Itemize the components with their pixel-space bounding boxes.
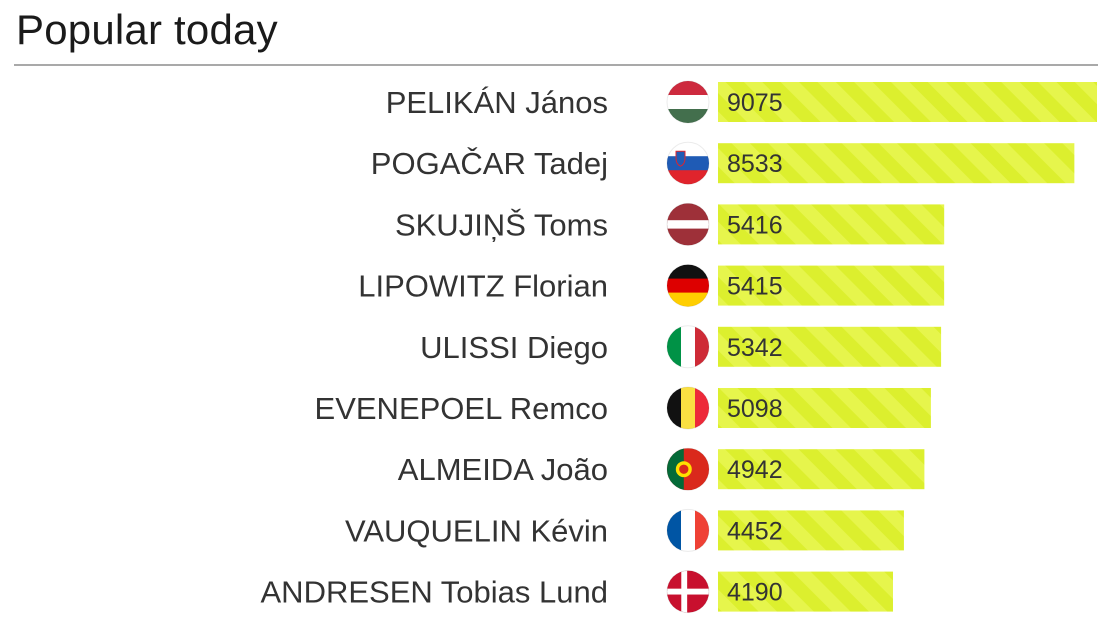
rider-name-label: PELIKÁN János <box>386 85 608 120</box>
portugal-flag-icon <box>666 447 710 491</box>
rider-name-label: EVENEPOEL Remco <box>315 391 608 426</box>
rider-name-label: ULISSI Diego <box>420 330 608 365</box>
bar-row: ANDRESEN Tobias Lund 4190 <box>261 570 893 614</box>
germany-flag-icon <box>666 264 710 308</box>
bar-value-label: 9075 <box>727 89 783 117</box>
slovenia-flag-icon <box>666 141 710 185</box>
belgium-flag-icon <box>666 386 710 430</box>
bar-value-label: 4190 <box>727 579 783 607</box>
rider-name-label: LIPOWITZ Florian <box>358 269 608 304</box>
bar-row: SKUJIŅŠ Toms 5416 <box>395 202 945 246</box>
denmark-flag-icon <box>666 570 710 614</box>
bar <box>718 510 904 551</box>
bar-value-label: 4942 <box>727 456 783 484</box>
bar-value-label: 4452 <box>727 517 783 545</box>
france-flag-icon <box>666 508 710 552</box>
bar <box>718 449 925 490</box>
title-divider <box>14 64 1098 66</box>
italy-flag-icon <box>666 325 710 369</box>
rider-name-label: ANDRESEN Tobias Lund <box>261 575 609 610</box>
rider-name-label: ALMEIDA João <box>398 452 608 487</box>
latvia-flag-icon <box>666 202 710 246</box>
bar <box>718 204 945 245</box>
bar <box>718 265 945 306</box>
bar-value-label: 5342 <box>727 334 783 362</box>
bar-value-label: 5098 <box>727 395 783 423</box>
bar-value-label: 8533 <box>727 150 783 178</box>
rider-name-label: VAUQUELIN Kévin <box>345 513 608 548</box>
bar-value-label: 5415 <box>727 273 783 301</box>
bar-row: ULISSI Diego 5342 <box>420 325 942 369</box>
bar-row: LIPOWITZ Florian 5415 <box>358 264 945 308</box>
bar <box>718 571 893 612</box>
bar-row: ALMEIDA João 4942 <box>398 447 925 491</box>
bar-value-label: 5416 <box>727 211 783 239</box>
bar-row: VAUQUELIN Kévin 4452 <box>345 508 904 552</box>
page-title: Popular today <box>16 6 278 53</box>
hungary-flag-icon <box>666 80 710 124</box>
bar <box>718 326 942 367</box>
rider-name-label: SKUJIŅŠ Toms <box>395 207 608 242</box>
bar-row: PELIKÁN János 9075 <box>386 80 1097 124</box>
bar-row: POGAČAR Tadej 8533 <box>371 141 1075 185</box>
bar-row: EVENEPOEL Remco 5098 <box>315 386 931 430</box>
bar <box>718 82 1097 122</box>
bar <box>718 143 1075 184</box>
rider-name-label: POGAČAR Tadej <box>371 146 608 181</box>
bar <box>718 388 931 428</box>
